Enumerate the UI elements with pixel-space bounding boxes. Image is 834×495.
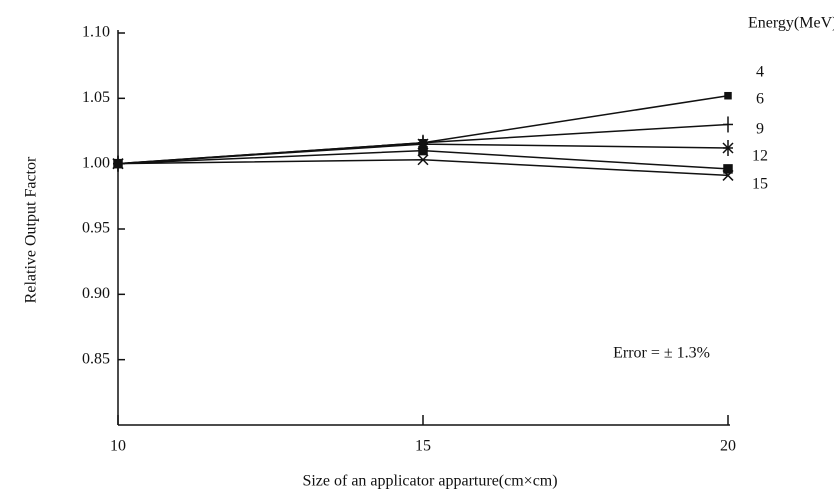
legend-label: 6 — [756, 91, 764, 108]
point-marker — [112, 158, 124, 170]
legend-label: 12 — [752, 148, 768, 165]
x-axis-label: Size of an applicator apparture(cm×cm) — [302, 473, 557, 490]
x-tick-label: 15 — [415, 438, 431, 455]
y-tick-label: 0.90 — [82, 285, 110, 302]
y-tick-label: 1.00 — [82, 154, 110, 171]
legend-label: 15 — [752, 176, 768, 193]
point-marker — [417, 154, 429, 166]
y-tick-label: 1.05 — [82, 89, 110, 106]
x-tick-label: 20 — [720, 438, 736, 455]
annotation: Error = ± 1.3% — [613, 345, 710, 362]
x-tick-label: 10 — [110, 438, 126, 455]
legend-title: Energy(MeV) — [748, 15, 834, 32]
y-tick-label: 1.10 — [82, 24, 110, 41]
y-tick-label: 0.85 — [82, 350, 110, 367]
y-tick-label: 0.95 — [82, 220, 110, 237]
point-marker — [723, 116, 733, 133]
legend-label: 4 — [756, 64, 764, 81]
point-marker — [724, 91, 732, 100]
point-marker — [722, 139, 734, 156]
legend-label: 9 — [756, 121, 764, 138]
y-axis-label: Relative Output Factor — [23, 156, 40, 303]
point-marker — [723, 164, 733, 174]
point-marker — [722, 169, 734, 181]
point-marker — [418, 145, 428, 156]
series-line — [117, 158, 729, 177]
